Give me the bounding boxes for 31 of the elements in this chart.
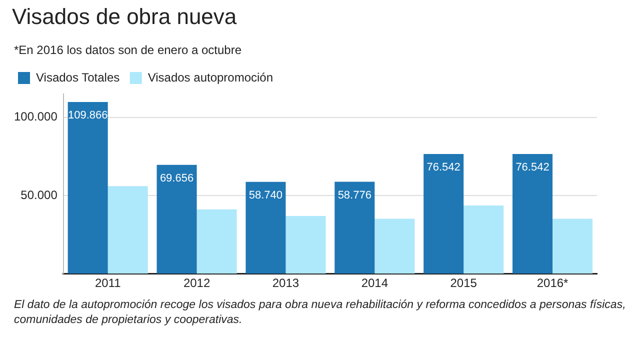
bar <box>334 182 375 274</box>
bar <box>374 218 415 274</box>
legend-label: Visados Totales <box>36 70 120 84</box>
x-tick-label: 2014 <box>361 276 388 290</box>
x-tick-label: 2012 <box>183 276 210 290</box>
data-label: 76.542 <box>516 162 550 174</box>
bar <box>512 154 553 274</box>
chart-subtitle: *En 2016 los datos son de enero a octubre <box>14 43 242 57</box>
x-tick-label: 2013 <box>272 276 300 290</box>
chart-title: Visados de obra nueva <box>12 4 237 30</box>
y-tick-label: 100.000 <box>14 110 58 124</box>
bar <box>424 154 464 274</box>
data-label: 109.866 <box>68 110 108 122</box>
bar <box>196 209 237 274</box>
bar <box>246 182 286 274</box>
data-label: 69.656 <box>160 172 194 184</box>
x-tick-label: 2016* <box>536 276 569 290</box>
bar <box>464 206 504 274</box>
bar <box>552 218 593 274</box>
bar <box>108 186 148 274</box>
bar <box>286 216 326 274</box>
data-label: 58.776 <box>338 189 372 202</box>
text: El dato de la autopromoción recoge los visados para obra nueva rehabilitación y reforma concedidos a personas físicas, comunidades de propietarios y cooperativas. <box>14 298 626 328</box>
x-tick-label: 2011 <box>94 276 122 290</box>
bar <box>156 164 197 274</box>
y-tick-label: 50.000 <box>20 188 58 202</box>
legend-label: Visados autopromoción <box>148 70 274 84</box>
bar <box>68 102 108 274</box>
data-label: 58.740 <box>248 189 283 202</box>
data-label: 76.542 <box>426 162 460 174</box>
x-tick-label: 2015 <box>450 276 478 290</box>
